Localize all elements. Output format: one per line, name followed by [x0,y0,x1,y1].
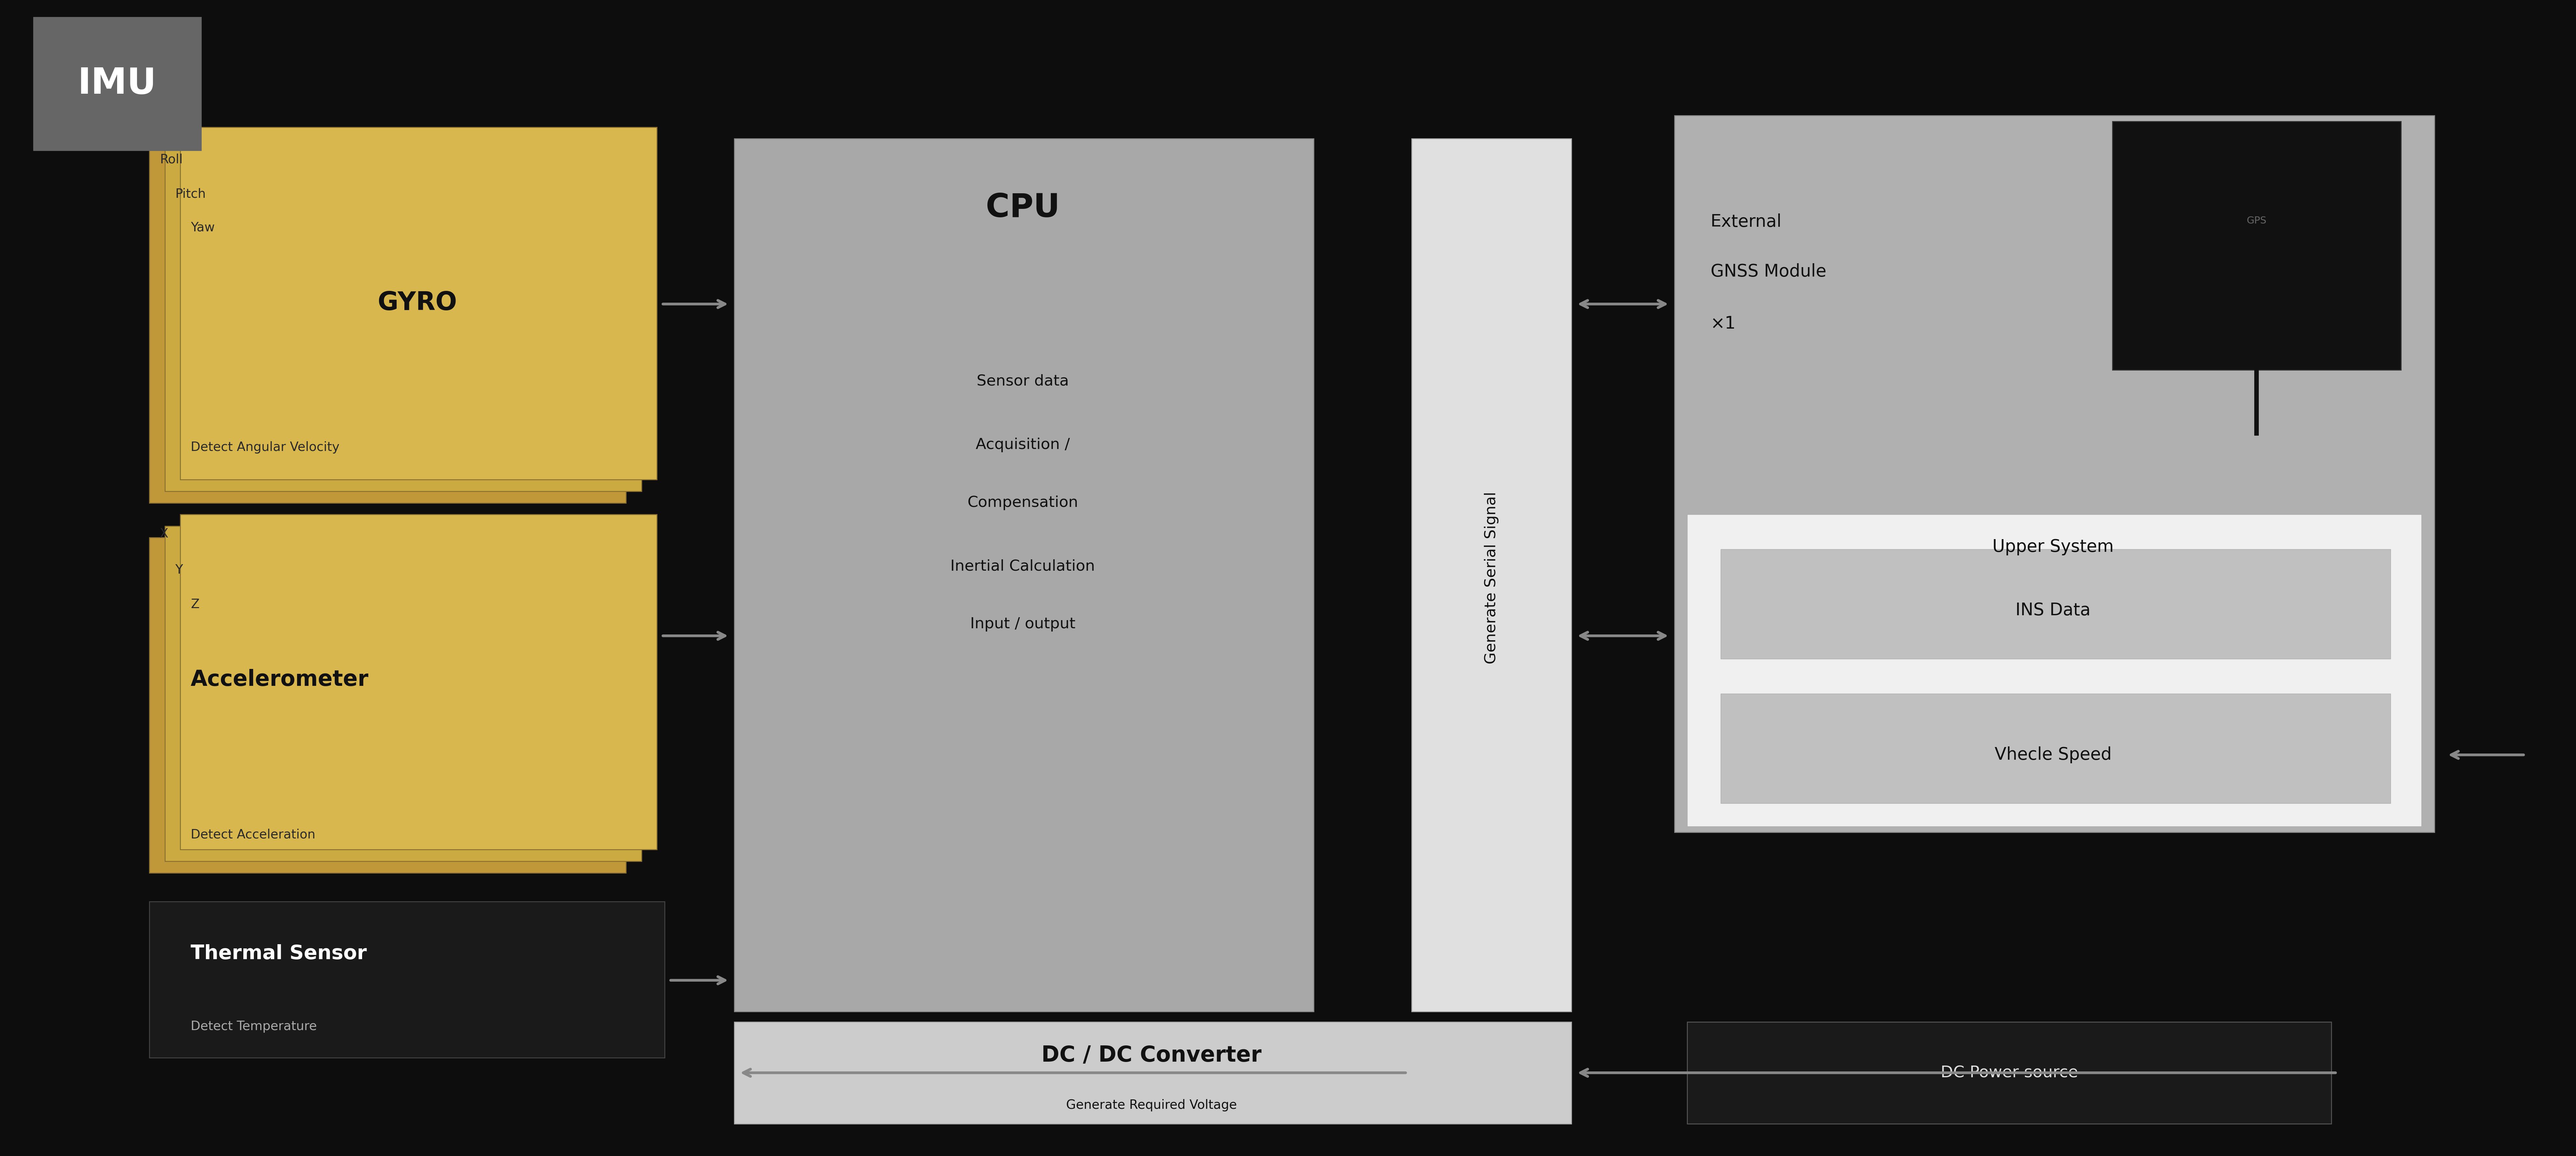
Text: Compensation: Compensation [966,496,1079,510]
Text: Accelerometer: Accelerometer [191,669,368,690]
Text: X: X [160,528,167,540]
Text: External: External [1710,214,1783,230]
Text: Sensor data: Sensor data [976,375,1069,388]
Bar [1412,139,1571,1011]
Text: Roll: Roll [160,154,183,165]
Text: Acquisition /: Acquisition / [976,438,1069,452]
Bar [734,1022,1571,1124]
Bar [734,139,1314,1011]
Text: Input / output: Input / output [971,617,1074,631]
Bar [1721,549,2391,659]
Text: INS Data: INS Data [2014,602,2092,618]
Text: GYRO: GYRO [379,290,456,316]
Text: CPU: CPU [987,192,1059,224]
Text: Upper System: Upper System [1991,539,2115,555]
Text: Vhecle Speed: Vhecle Speed [1994,747,2112,763]
Bar [180,514,657,850]
Text: DC Power source: DC Power source [1940,1065,2079,1081]
Bar [2112,121,2401,370]
Text: Y: Y [175,564,183,576]
Bar [165,526,641,861]
Bar [149,902,665,1058]
Text: Pitch: Pitch [175,188,206,200]
Bar [1674,116,2434,832]
Text: ×1: ×1 [1710,316,1736,332]
Bar [33,17,201,150]
Text: Thermal Sensor: Thermal Sensor [191,944,366,963]
Bar [180,127,657,480]
Bar [1687,514,2421,827]
Bar [149,538,626,873]
Text: DC / DC Converter: DC / DC Converter [1041,1045,1262,1066]
Bar [165,139,641,491]
Text: Yaw: Yaw [191,222,214,234]
Text: Generate Required Voltage: Generate Required Voltage [1066,1099,1236,1111]
Text: Z: Z [191,599,198,610]
Text: IMU: IMU [77,66,157,102]
Text: Detect Angular Velocity: Detect Angular Velocity [191,442,340,453]
Text: Detect Temperature: Detect Temperature [191,1021,317,1032]
Text: GPS: GPS [2246,216,2267,225]
Bar [1721,694,2391,803]
Text: GNSS Module: GNSS Module [1710,264,1826,280]
Text: Inertial Calculation: Inertial Calculation [951,560,1095,573]
Text: Detect Acceleration: Detect Acceleration [191,829,314,840]
Bar [149,150,626,503]
Text: Generate Serial Signal: Generate Serial Signal [1484,491,1499,665]
Bar [1687,1022,2331,1124]
